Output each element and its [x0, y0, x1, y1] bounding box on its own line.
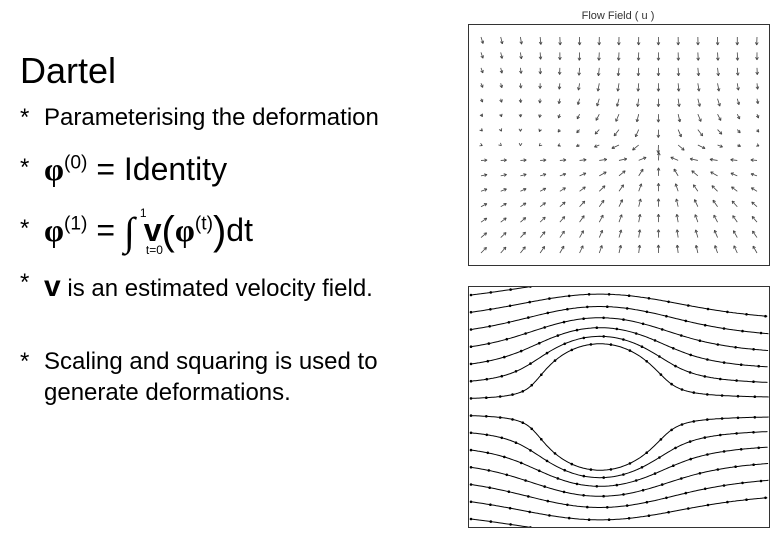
deformation-figure — [468, 286, 770, 528]
v-symbol: v — [44, 270, 61, 303]
velocity-text: is an estimated velocity field. — [61, 275, 373, 302]
phi-symbol: φ — [175, 212, 195, 248]
integral-upper: 1 — [140, 206, 147, 220]
phi0-superscript: (0) — [64, 153, 87, 174]
scaling-text: Scaling and squaring is used to generate… — [44, 346, 444, 408]
bullet-scaling: *Scaling and squaring is used to generat… — [20, 346, 460, 408]
deformation-svg — [469, 287, 769, 527]
bullet-star: * — [20, 346, 44, 377]
page-title: Dartel — [20, 50, 460, 92]
flow-field-figure — [468, 24, 770, 266]
integral-sign: ∫ — [124, 209, 135, 254]
lparen: ( — [162, 209, 175, 253]
flow-field-svg — [469, 25, 769, 265]
phi-symbol: φ — [44, 151, 64, 187]
bullet-star: * — [20, 267, 44, 298]
integral: 1 ∫ t=0 — [124, 212, 135, 253]
phi-t-superscript: (t) — [195, 214, 213, 235]
eq2-equals: = — [87, 212, 123, 248]
bullet-star: * — [20, 102, 44, 133]
phi1-superscript: (1) — [64, 214, 87, 235]
integral-lower: t=0 — [146, 243, 163, 257]
equation-phi0: *φ(0) = Identity — [20, 151, 460, 188]
rparen: ) — [213, 209, 226, 253]
bullet-body: v is an estimated velocity field. — [44, 267, 444, 306]
equation-phi1: *φ(1) = 1 ∫ t=0 v(φ(t))dt — [20, 206, 460, 253]
eq1-rhs: = Identity — [87, 151, 227, 187]
bullet-text: Parameterising the deformation — [44, 104, 379, 131]
bullet-star: * — [20, 154, 44, 182]
fig1-title: Flow Field ( u ) — [468, 10, 768, 22]
dt: dt — [226, 212, 253, 248]
bullet-parameterising: *Parameterising the deformation — [20, 102, 460, 133]
bullet-velocity: *v is an estimated velocity field. — [20, 267, 460, 306]
phi-symbol: φ — [44, 212, 64, 248]
bullet-star: * — [20, 215, 44, 243]
